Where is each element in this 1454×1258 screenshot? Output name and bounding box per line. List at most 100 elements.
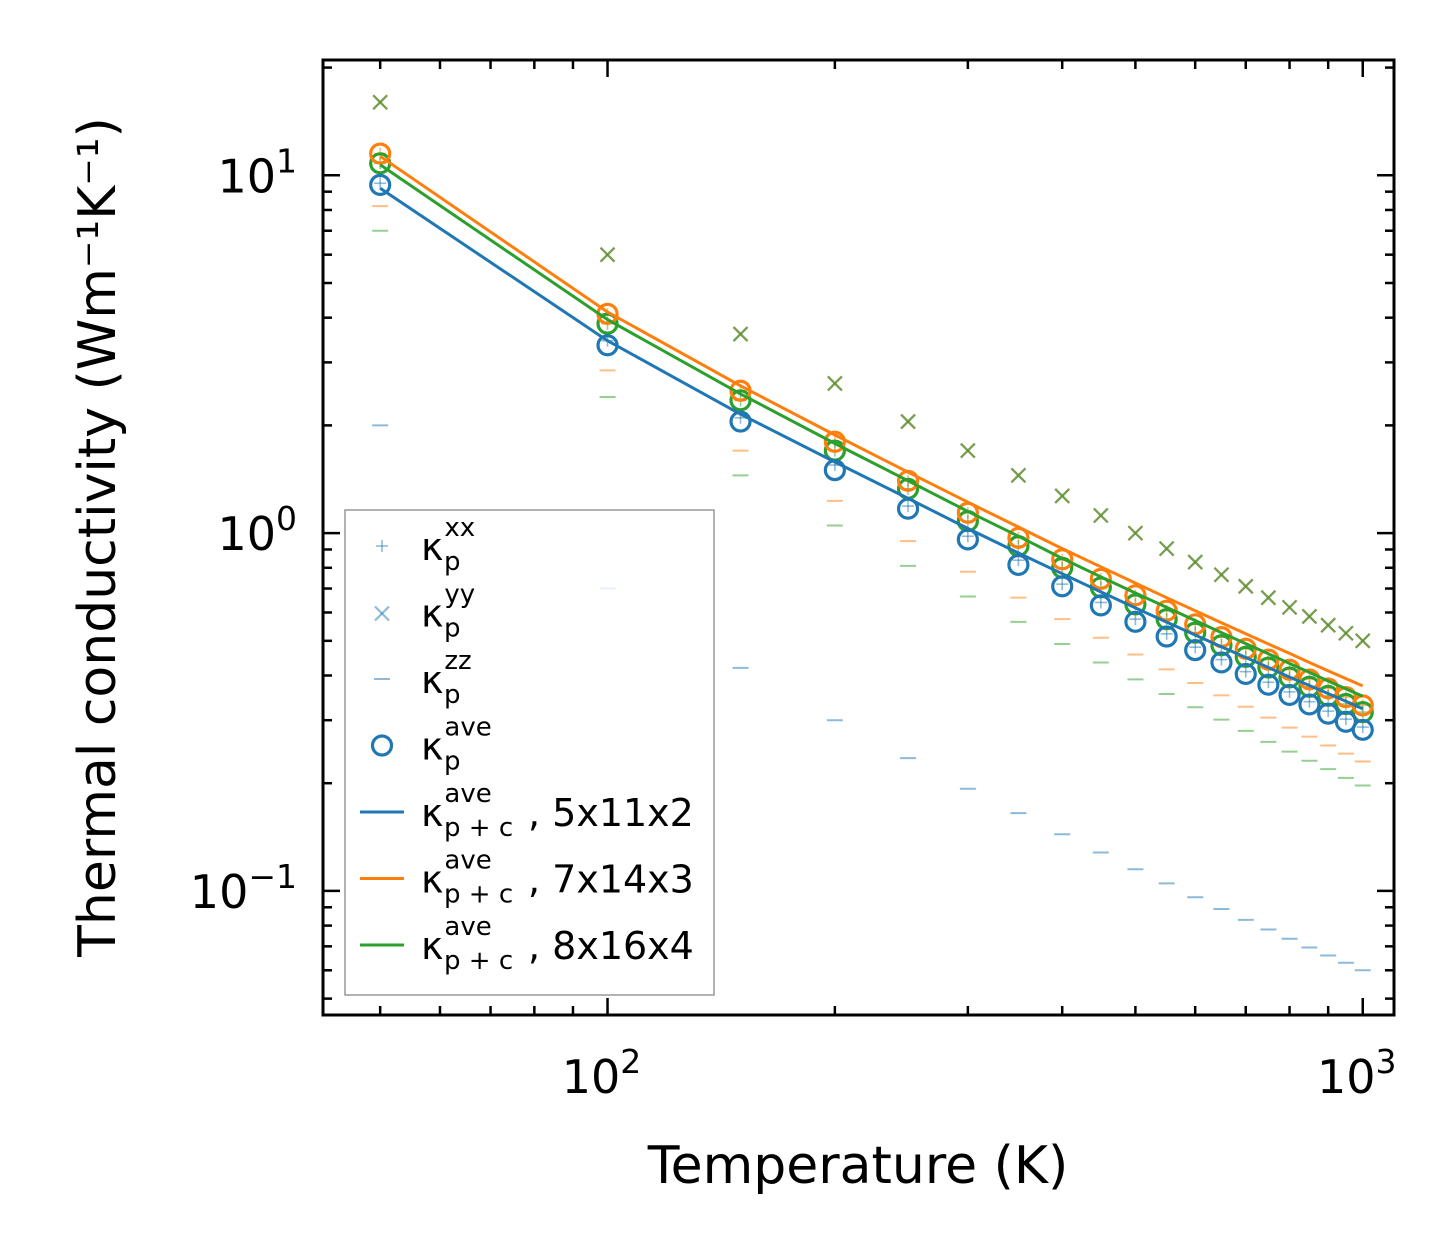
ave-point-5x11x2-850: [1298, 693, 1321, 716]
ave-point-5x11x2-700: [1234, 662, 1257, 686]
legend-sup: yy: [444, 580, 475, 610]
yy-point-8x16x4-450: [1093, 507, 1109, 524]
ave-point-7x14x3-800: [1278, 658, 1301, 681]
legend-label-xx: κxx p: [421, 513, 475, 577]
legend-kappa: κ: [421, 525, 443, 569]
legend-entry-pc0: κave p + c , 5x11x2: [360, 779, 694, 843]
yy-point-8x16x4-150: [732, 326, 749, 342]
legend-extra: , 7x14x3: [528, 858, 694, 902]
legend-kappa: κ: [421, 791, 443, 835]
yy-point-8x16x4-800: [1281, 599, 1298, 616]
series-yy-markers: [372, 94, 1371, 649]
ave-point-5x11x2-600: [1184, 639, 1207, 662]
x-tick-label-100: 102: [562, 1042, 642, 1104]
y-tick-base: 10: [217, 507, 276, 561]
x-tick-base: 10: [562, 1050, 621, 1104]
legend-marker-yy: [374, 605, 390, 622]
ave-point-5x11x2-150: [729, 410, 752, 433]
legend-sup: ave: [444, 912, 491, 942]
ave-point-8x16x4-750: [1257, 656, 1280, 679]
legend-extra: , 8x16x4: [528, 924, 694, 968]
legend-sup: zz: [444, 646, 471, 676]
legend-label-ave: κave p: [421, 713, 492, 777]
ave-point-7x14x3-450: [1089, 567, 1112, 590]
yy-point-8x16x4-50: [372, 94, 388, 111]
yy-point-8x16x4-650: [1213, 566, 1230, 583]
legend-box: [344, 509, 715, 996]
legend-marker-ave: [370, 734, 394, 757]
legend-entry-ave: κave p: [370, 713, 492, 777]
y-tick-exp: 1: [276, 141, 297, 180]
legend-label-yy: κyy p: [421, 580, 475, 644]
legend-extra: , 5x11x2: [528, 791, 694, 835]
legend-label-zz: κzz p: [421, 646, 472, 710]
y-tick-label-0.1: 10−1: [190, 857, 297, 919]
ave-point-5x11x2-350: [1007, 553, 1030, 576]
yy-point-8x16x4-850: [1301, 608, 1318, 625]
legend-sup: ave: [444, 846, 491, 876]
legend-kappa: κ: [421, 725, 443, 769]
ave-point-5x11x2-900: [1317, 702, 1340, 725]
legend-label-pc2: κave p + c , 8x16x4: [421, 912, 694, 976]
x-tick-exp: 3: [1376, 1042, 1397, 1081]
ave-point-5x11x2-450: [1089, 594, 1112, 617]
legend-label-pc1: κave p + c , 7x14x3: [421, 846, 694, 910]
yy-point-8x16x4-700: [1237, 578, 1254, 595]
series-pc-lines: [379, 155, 1364, 711]
yy-point-8x16x4-600: [1187, 554, 1203, 570]
axis-ticks: [323, 60, 1394, 1015]
ave-point-5x11x2-500: [1124, 610, 1147, 633]
series-zz-markers: [372, 205, 1371, 972]
ave-point-5x11x2-650: [1210, 651, 1233, 674]
ave-point-7x14x3-850: [1298, 668, 1321, 691]
plot-frame: [321, 58, 1396, 1017]
ave-point-7x14x3-500: [1124, 584, 1147, 607]
legend-kappa: κ: [421, 924, 443, 968]
legend-kappa: κ: [421, 592, 443, 636]
ave-point-5x11x2-750: [1257, 673, 1280, 696]
ave-point-8x16x4-700: [1234, 645, 1257, 668]
ave-point-7x14x3-200: [823, 430, 846, 453]
legend-sub: p + c: [444, 946, 513, 976]
ave-point-5x11x2-800: [1278, 683, 1301, 707]
pc-line-5x11x2: [379, 187, 1364, 711]
legend-label-pc0: κave p + c , 5x11x2: [421, 779, 694, 843]
legend-entry-zz: κzz p: [374, 646, 472, 710]
y-tick-label-10: 101: [217, 141, 297, 203]
yy-point-8x16x4-1000: [1354, 633, 1371, 649]
y-tick-label-1: 100: [217, 499, 297, 561]
legend-sup: ave: [444, 779, 491, 809]
yy-point-8x16x4-550: [1158, 540, 1175, 557]
yy-point-8x16x4-400: [1054, 488, 1070, 504]
legend-sup: xx: [444, 513, 475, 543]
ave-point-8x16x4-650: [1210, 634, 1233, 657]
y-tick-exp: 0: [276, 499, 297, 538]
yy-point-8x16x4-300: [960, 442, 976, 459]
x-tick-base: 10: [1317, 1050, 1376, 1104]
yy-point-8x16x4-250: [900, 413, 916, 430]
legend-entry-pc1: κave p + c , 7x14x3: [360, 846, 694, 910]
ave-point-5x11x2-1000: [1351, 718, 1374, 741]
y-tick-base: 10: [190, 865, 249, 919]
legend-kappa: κ: [421, 658, 443, 702]
pc-line-7x14x3: [379, 155, 1364, 688]
yy-point-8x16x4-200: [827, 375, 843, 392]
legend-kappa: κ: [421, 858, 443, 902]
legend-sub: p: [444, 547, 461, 577]
ave-point-5x11x2-550: [1155, 625, 1178, 648]
ave-point-5x11x2-400: [1051, 575, 1074, 598]
legend-sub: p + c: [444, 813, 513, 843]
yy-point-8x16x4-350: [1010, 467, 1027, 484]
x-tick-exp: 2: [620, 1042, 641, 1081]
legend-sub: p: [444, 680, 461, 710]
x-axis-label: Temperature (K): [647, 1136, 1069, 1196]
yy-point-8x16x4-500: [1127, 525, 1144, 541]
x-tick-label-1000: 103: [1317, 1042, 1397, 1104]
legend-sub: p + c: [444, 880, 513, 910]
legend-sub: p: [444, 747, 461, 777]
yy-point-8x16x4-900: [1320, 617, 1336, 633]
pc-line-8x16x4: [379, 163, 1364, 698]
